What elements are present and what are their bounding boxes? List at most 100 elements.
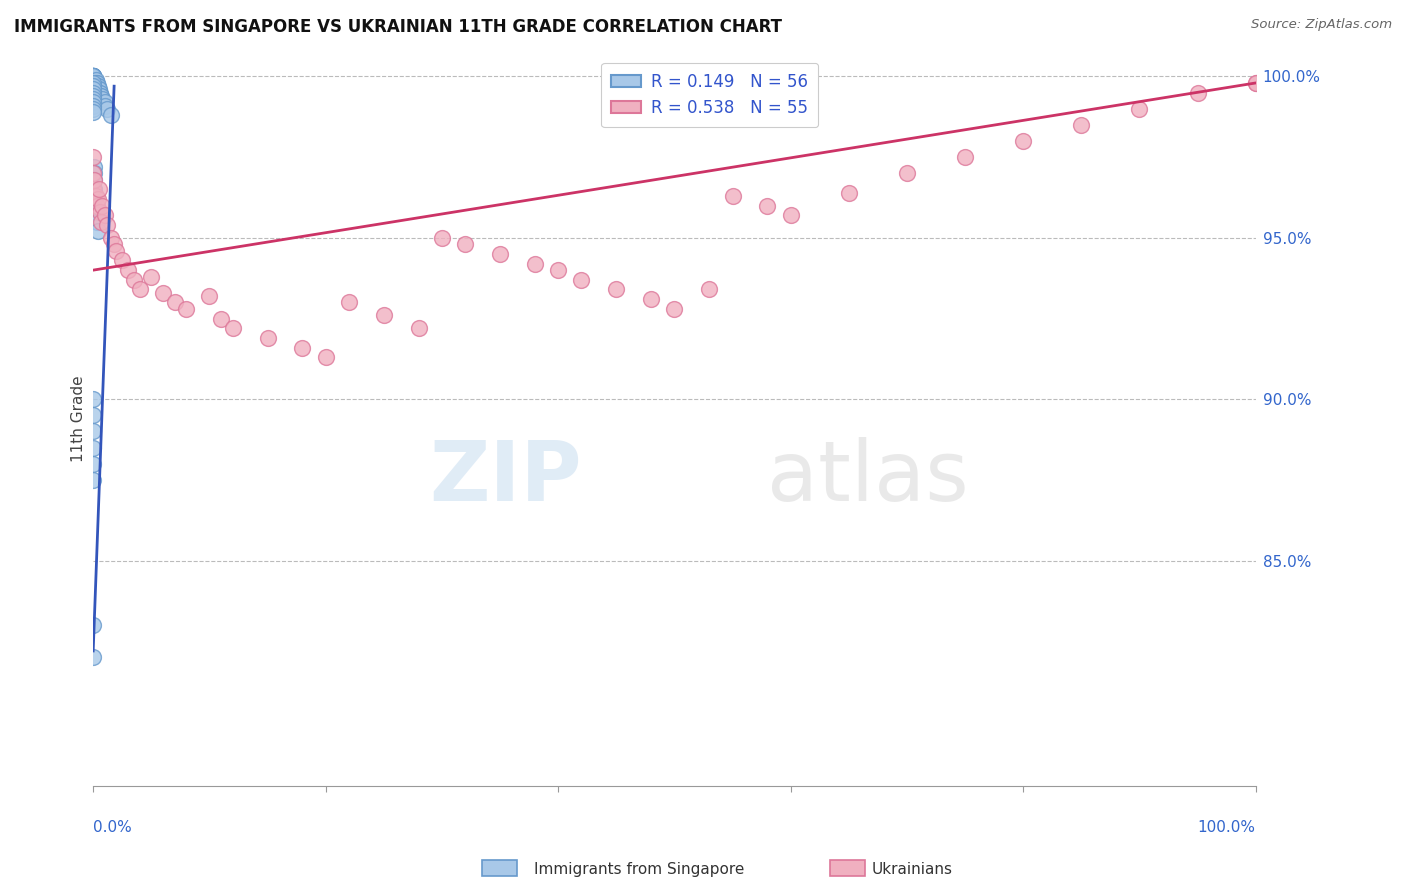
Legend: R = 0.149   N = 56, R = 0.538   N = 55: R = 0.149 N = 56, R = 0.538 N = 55 <box>602 62 818 127</box>
Y-axis label: 11th Grade: 11th Grade <box>72 376 86 462</box>
Point <box>571 273 593 287</box>
Point <box>83 198 105 212</box>
Point <box>84 79 107 94</box>
Point <box>82 102 104 116</box>
Point <box>86 215 108 229</box>
Point <box>82 70 104 84</box>
Point <box>221 321 243 335</box>
Point <box>82 166 104 180</box>
Point <box>82 650 104 665</box>
Bar <box>830 860 865 876</box>
Point <box>89 88 111 103</box>
Point <box>94 95 117 110</box>
Point <box>82 92 104 106</box>
Point <box>640 292 662 306</box>
Point <box>83 166 105 180</box>
Point <box>83 173 105 187</box>
Point <box>87 82 110 96</box>
Point <box>82 105 104 120</box>
Point <box>83 189 105 203</box>
Point <box>86 76 108 90</box>
Point <box>128 283 150 297</box>
Text: atlas: atlas <box>768 437 969 518</box>
Point <box>605 283 627 297</box>
Text: Ukrainians: Ukrainians <box>872 863 953 877</box>
Point <box>198 289 221 303</box>
Text: Immigrants from Singapore: Immigrants from Singapore <box>534 863 745 877</box>
Point <box>82 618 104 632</box>
Point <box>408 321 430 335</box>
Point <box>82 457 104 471</box>
Point <box>82 70 104 84</box>
Point <box>84 72 107 87</box>
Point <box>83 160 105 174</box>
Point <box>82 86 104 100</box>
Point <box>315 351 337 365</box>
Point <box>103 237 125 252</box>
Point <box>838 186 860 200</box>
Point <box>1070 118 1092 132</box>
Point <box>291 341 314 355</box>
Point <box>91 198 114 212</box>
Point <box>87 79 110 94</box>
Point <box>1244 76 1267 90</box>
Point <box>163 295 186 310</box>
Point <box>82 88 104 103</box>
Point <box>82 70 104 84</box>
Point <box>82 95 104 110</box>
Point <box>82 409 104 423</box>
Point <box>1187 86 1209 100</box>
Point <box>94 208 117 222</box>
Point <box>86 198 108 212</box>
Point <box>87 192 110 206</box>
Point <box>373 308 395 322</box>
Point <box>547 263 569 277</box>
Point <box>141 269 163 284</box>
Point <box>90 215 112 229</box>
Point <box>86 82 108 96</box>
Point <box>82 79 104 94</box>
Point <box>721 189 744 203</box>
Point <box>756 198 779 212</box>
Point <box>82 70 104 84</box>
Point <box>84 189 107 203</box>
Point <box>91 92 114 106</box>
Point <box>779 208 801 222</box>
Point <box>87 82 110 96</box>
Point <box>100 231 122 245</box>
Point <box>90 88 112 103</box>
Point <box>454 237 477 252</box>
Point <box>84 76 107 90</box>
Point <box>82 70 104 84</box>
Point <box>152 285 174 300</box>
Point <box>337 295 360 310</box>
Text: IMMIGRANTS FROM SINGAPORE VS UKRAINIAN 11TH GRADE CORRELATION CHART: IMMIGRANTS FROM SINGAPORE VS UKRAINIAN 1… <box>14 18 782 36</box>
Point <box>89 205 111 219</box>
Point <box>82 70 104 84</box>
Point <box>100 108 122 122</box>
Point <box>1012 134 1035 148</box>
Point <box>209 311 232 326</box>
Point <box>256 331 278 345</box>
Point <box>86 79 108 94</box>
Point <box>82 441 104 455</box>
Point <box>83 182 105 196</box>
Point <box>489 247 512 261</box>
Point <box>82 98 104 112</box>
Bar <box>482 860 517 876</box>
Text: 0.0%: 0.0% <box>93 820 132 835</box>
Point <box>84 82 107 96</box>
Point <box>117 263 139 277</box>
Text: 100.0%: 100.0% <box>1198 820 1256 835</box>
Point <box>174 301 197 316</box>
Point <box>896 166 918 180</box>
Point <box>82 182 104 196</box>
Point <box>82 425 104 439</box>
Point <box>87 182 110 196</box>
Point <box>523 257 546 271</box>
Point <box>82 70 104 84</box>
Point <box>82 150 104 164</box>
Point <box>1244 76 1267 90</box>
Point <box>82 70 104 84</box>
Point <box>82 82 104 96</box>
